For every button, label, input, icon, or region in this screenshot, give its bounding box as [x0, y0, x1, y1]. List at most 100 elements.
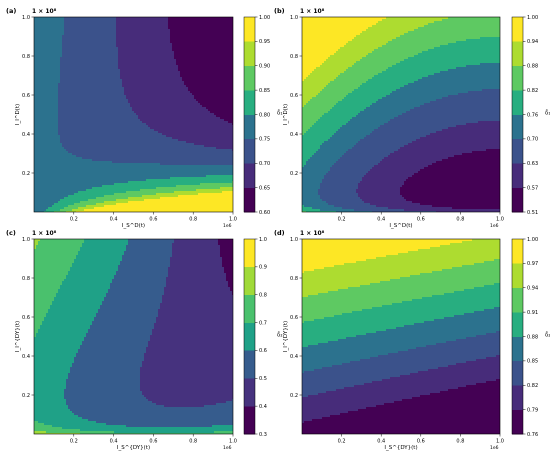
contour-cell — [34, 51, 62, 53]
contour-cell — [320, 197, 360, 199]
contour-cell — [34, 407, 68, 409]
contour-cell — [302, 177, 324, 179]
contour-cell — [356, 189, 400, 191]
contour-cell — [302, 407, 366, 409]
contour-cell — [322, 115, 356, 117]
contour-cell — [74, 357, 144, 359]
panel-d: 0.2 0.4 0.6 0.8 1.00.20.40.60.81.0(d) 1 × 10⁸… — [274, 229, 550, 451]
colorbar-band — [512, 90, 523, 115]
contour-cell — [478, 121, 500, 123]
contour-cell — [204, 405, 233, 407]
contour-cell — [486, 333, 500, 335]
contour-cell — [34, 265, 72, 267]
contour-cell — [62, 35, 116, 37]
contour-cell — [118, 269, 168, 271]
contour-cell — [34, 359, 74, 361]
contour-cell — [162, 301, 233, 303]
contour-cell — [302, 367, 322, 369]
contour-cell — [34, 105, 58, 107]
contour-cell — [158, 309, 233, 311]
contour-cell — [302, 37, 354, 39]
contour-cell — [34, 201, 58, 203]
contour-cell — [472, 239, 500, 241]
contour-cell — [170, 37, 233, 39]
contour-cell — [60, 287, 110, 289]
contour-cell — [34, 33, 64, 35]
contour-cell — [66, 149, 232, 151]
contour-cell — [306, 211, 336, 212]
contour-cell — [386, 255, 500, 257]
contour-cell — [102, 185, 176, 187]
contour-cell — [34, 393, 64, 395]
contour-cell — [34, 399, 66, 401]
contour-cell — [124, 91, 190, 93]
contour-cell — [34, 425, 52, 427]
contour-cell — [232, 123, 233, 125]
y-tick-label: 0.6 — [22, 315, 30, 321]
contour-cell — [342, 363, 456, 365]
contour-cell — [150, 339, 233, 341]
contour-cell — [348, 121, 388, 123]
contour-cell — [34, 361, 74, 363]
contour-cell — [454, 315, 500, 317]
colorbar-band — [244, 90, 255, 115]
contour-cell — [302, 249, 418, 251]
contour-cell — [34, 401, 66, 403]
contour-cell — [336, 211, 372, 212]
contour-cell — [434, 319, 500, 321]
contour-cell — [302, 61, 324, 63]
contour-cell — [406, 179, 500, 181]
contour-cell — [116, 41, 170, 43]
contour-cell — [176, 185, 233, 187]
contour-cell — [306, 103, 336, 105]
contour-cell — [302, 129, 308, 131]
contour-cell — [152, 401, 226, 403]
colorbar-band — [244, 187, 255, 213]
contour-cell — [58, 289, 108, 291]
contour-cell — [116, 45, 172, 47]
contour-cell — [128, 181, 232, 183]
colorbar-tick-label: 0.5 — [259, 376, 267, 382]
contour-cell — [418, 249, 500, 251]
contour-cell — [412, 397, 500, 399]
contour-cell — [162, 297, 233, 299]
contour-cell — [494, 307, 500, 309]
contour-cell — [302, 343, 318, 345]
contour-cell — [424, 167, 500, 169]
contour-cell — [386, 69, 448, 71]
contour-cell — [34, 35, 62, 37]
contour-cell — [160, 305, 233, 307]
colorbar-tick-label: 0.97 — [527, 261, 538, 267]
contour-cell — [88, 331, 152, 333]
contour-cell — [160, 163, 233, 165]
contour-cell — [384, 123, 466, 125]
contour-cell — [34, 197, 64, 199]
contour-cell — [58, 119, 140, 121]
colorbar-tick-label: 0.94 — [527, 39, 538, 45]
contour-cell — [302, 433, 500, 434]
contour-cell — [34, 421, 38, 423]
contour-cell — [340, 73, 378, 75]
contour-cell — [34, 39, 62, 41]
contour-cell — [128, 201, 233, 203]
contour-cell — [400, 277, 500, 279]
contour-cell — [216, 403, 233, 405]
contour-cell — [186, 85, 233, 87]
contour-cell — [322, 143, 356, 145]
contour-cell — [486, 149, 500, 151]
contour-cell — [68, 273, 116, 275]
y-axis-label: I_I^D(t) — [15, 104, 21, 125]
contour-cell — [112, 161, 233, 163]
contour-cell — [142, 393, 233, 395]
contour-cell — [322, 181, 360, 183]
contour-cell — [376, 331, 496, 333]
contour-cell — [482, 89, 500, 91]
contour-cell — [166, 283, 228, 285]
y-tick-label: 0.6 — [290, 315, 298, 321]
contour-cell — [64, 23, 116, 25]
colorbar-frame — [243, 238, 256, 435]
contour-cell — [344, 153, 390, 155]
contour-cell — [346, 43, 386, 45]
contour-cell — [72, 363, 142, 365]
contour-cell — [62, 55, 118, 57]
